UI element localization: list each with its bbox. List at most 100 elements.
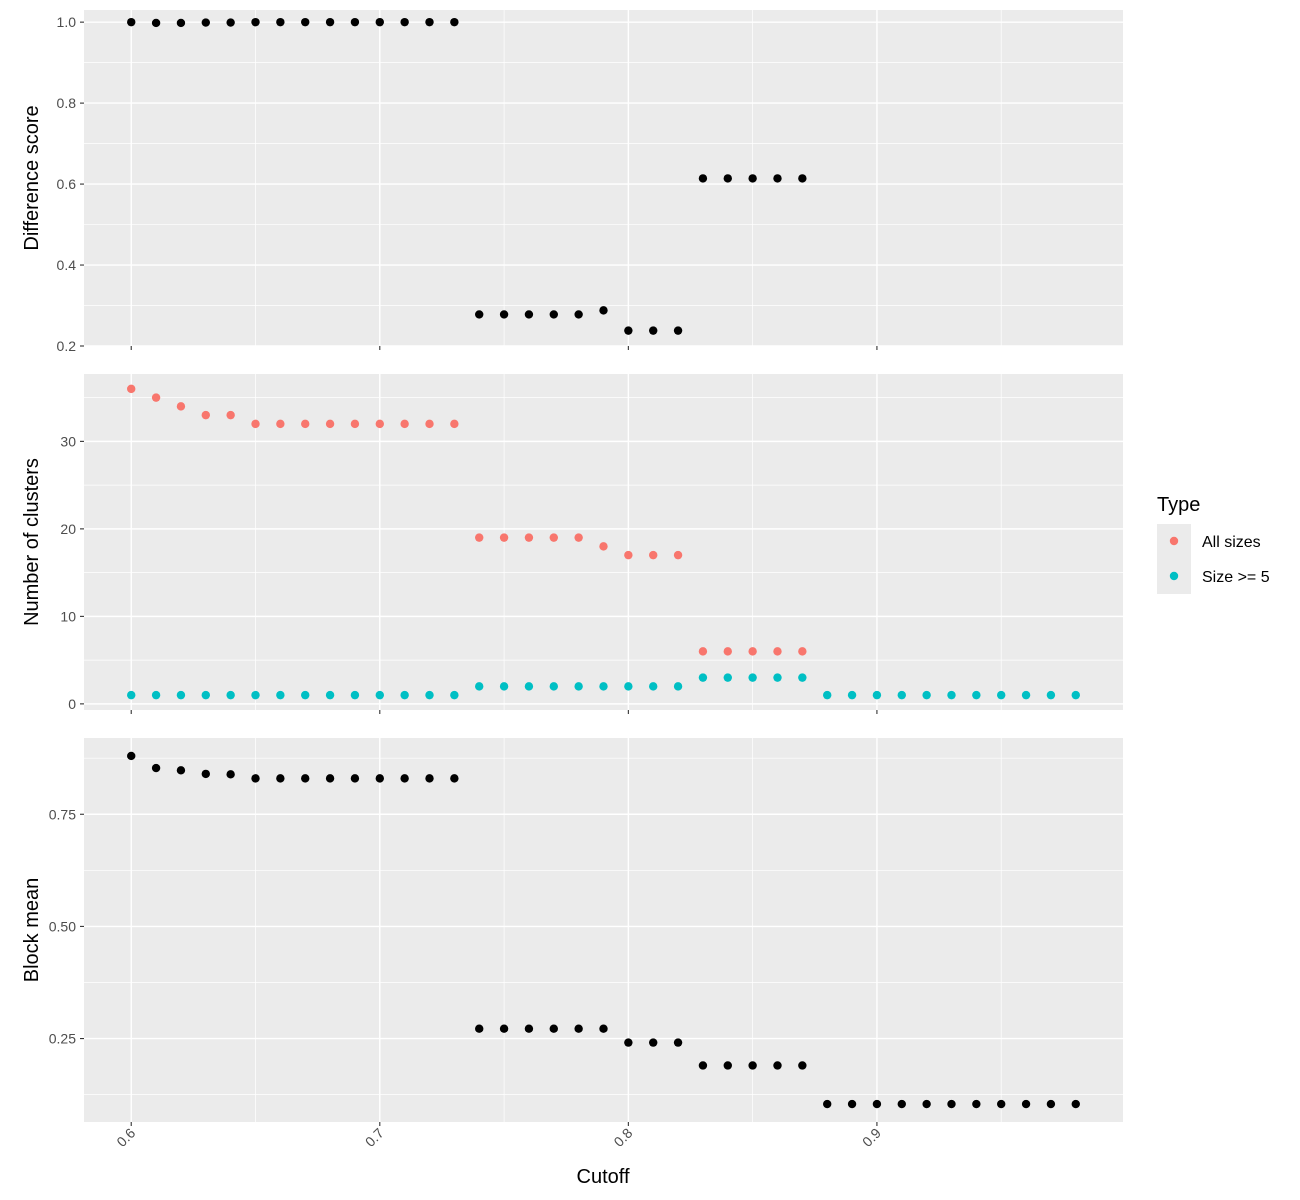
- data-point: [400, 774, 409, 783]
- y-tick-label: 0.50: [49, 918, 76, 934]
- data-point: [226, 690, 235, 700]
- data-point: [549, 1024, 558, 1033]
- data-point: [475, 310, 484, 319]
- data-point: [723, 647, 732, 656]
- data-point: [1046, 690, 1056, 700]
- data-point: [251, 17, 260, 27]
- data-point: [499, 533, 509, 542]
- data-point: [872, 690, 882, 700]
- data-point: [698, 174, 708, 183]
- data-point: [673, 550, 683, 560]
- data-point: [524, 310, 534, 319]
- data-point: [972, 1099, 981, 1109]
- data-point: [798, 1061, 807, 1070]
- data-point: [997, 1099, 1006, 1109]
- y-tick-label: 0.75: [49, 806, 76, 822]
- data-point: [301, 690, 310, 700]
- data-point: [425, 17, 434, 27]
- data-point: [798, 673, 807, 682]
- data-point: [698, 1061, 708, 1070]
- data-point: [325, 17, 335, 27]
- data-point: [450, 774, 459, 783]
- data-point: [773, 673, 782, 682]
- data-point: [425, 419, 434, 429]
- series-1: [127, 751, 1080, 1109]
- data-point: [325, 774, 335, 783]
- data-point: [748, 1061, 757, 1070]
- data-point: [1021, 690, 1031, 700]
- data-point: [226, 18, 235, 27]
- x-tick-label: 0.8: [610, 1125, 635, 1150]
- data-point: [773, 174, 782, 183]
- data-point: [176, 690, 186, 700]
- data-point: [922, 1099, 931, 1109]
- data-point: [301, 774, 310, 783]
- y-tick-label: 0.4: [57, 257, 77, 273]
- data-point: [499, 682, 509, 691]
- data-point: [151, 763, 161, 773]
- data-point: [649, 326, 658, 335]
- data-point: [425, 690, 434, 700]
- panel-3: 0.25 0.50 0.75 Block mean: [21, 738, 1123, 1126]
- data-point: [947, 1099, 956, 1109]
- legend-key: [1169, 571, 1179, 581]
- data-point: [450, 419, 459, 429]
- data-point: [947, 690, 956, 700]
- data-point: [276, 690, 285, 700]
- data-point: [549, 310, 558, 319]
- data-point: [375, 17, 384, 27]
- series-2: [127, 673, 1080, 700]
- data-point: [1021, 1099, 1031, 1109]
- data-point: [226, 770, 235, 779]
- data-point: [375, 774, 384, 783]
- legend-title: Type: [1157, 494, 1200, 516]
- panel-1: 0.2 0.4 0.6 0.8 1.0 Difference score: [21, 10, 1123, 354]
- data-point: [499, 1024, 509, 1033]
- y-tick-label: 0.8: [57, 95, 77, 111]
- data-point: [624, 550, 633, 560]
- data-point: [1071, 1099, 1080, 1109]
- y-tick-label: 0.6: [57, 176, 77, 192]
- data-point: [127, 690, 136, 700]
- data-point: [350, 17, 360, 27]
- data-point: [251, 774, 260, 783]
- data-point: [798, 647, 807, 656]
- data-point: [450, 17, 459, 27]
- x-axis-title: Cutoff: [577, 1166, 630, 1188]
- series-1: [127, 384, 807, 656]
- data-point: [201, 769, 210, 779]
- x-tick-label: 0.6: [113, 1125, 138, 1150]
- x-axis: 0.6 0.7 0.8 0.9: [113, 1125, 884, 1150]
- legend-key-background: [1157, 524, 1191, 594]
- y-tick-label: 0.25: [49, 1031, 76, 1047]
- data-point: [897, 1099, 906, 1109]
- data-point: [723, 673, 732, 682]
- data-point: [549, 533, 558, 542]
- data-point: [400, 17, 409, 27]
- data-point: [127, 751, 136, 761]
- y-tick-label: 20: [60, 521, 76, 537]
- data-point: [350, 419, 360, 429]
- series-1: [127, 17, 807, 335]
- data-point: [673, 326, 683, 335]
- data-point: [176, 402, 186, 411]
- data-point: [475, 533, 484, 542]
- data-point: [748, 647, 757, 656]
- data-point: [400, 419, 409, 429]
- data-point: [301, 17, 310, 27]
- data-point: [997, 690, 1006, 700]
- data-point: [176, 18, 186, 28]
- data-point: [251, 690, 260, 700]
- data-point: [574, 1024, 583, 1033]
- y-axis-title: Difference score: [21, 105, 43, 250]
- data-point: [624, 326, 633, 335]
- data-point: [425, 774, 434, 783]
- y-tick-label: 10: [60, 608, 76, 624]
- data-point: [773, 647, 782, 656]
- data-point: [201, 690, 210, 700]
- y-tick-label: 0.2: [57, 338, 77, 354]
- data-point: [698, 647, 708, 656]
- data-point: [649, 1038, 658, 1047]
- data-point: [127, 17, 136, 27]
- data-point: [226, 410, 235, 420]
